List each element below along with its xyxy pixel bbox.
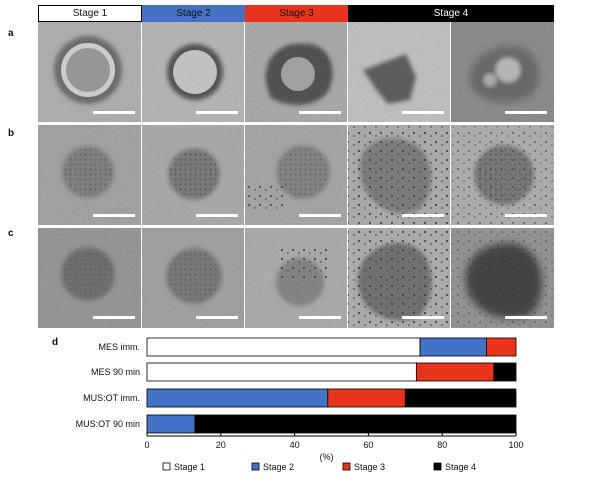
micrograph-b-stage1 [38, 125, 141, 225]
x-tick-label: 20 [216, 440, 226, 450]
scale-bar [93, 214, 135, 217]
bar-segment-stage-1 [146, 362, 417, 382]
x-tick-label: 0 [144, 440, 149, 450]
x-axis-label: (%) [320, 452, 334, 462]
category-label: MUS:OT imm. [83, 393, 140, 403]
micrograph-b-stage4-2 [451, 125, 554, 225]
bar-segment-stage-3 [415, 362, 495, 382]
scale-bar [505, 111, 547, 114]
legend-item-stage-3: Stage 3 [342, 462, 385, 472]
scale-bar [299, 214, 341, 217]
scale-bar [93, 111, 135, 114]
legend-item-stage-2: Stage 2 [251, 462, 294, 472]
micrograph-a-stage3 [245, 22, 347, 122]
x-tick-label: 80 [437, 440, 447, 450]
stage-distribution-chart: MES imm. MES 90 min MUS:OT imm. MUS:OT 90 m… [76, 337, 524, 472]
bars [146, 337, 517, 434]
micrograph-a-stage4-1 [348, 22, 450, 122]
bar-segment-stage-4 [493, 362, 517, 382]
legend-label: Stage 2 [263, 462, 294, 472]
panel-label-a: a [8, 28, 14, 39]
stage-header-3-label: Stage 3 [279, 8, 314, 19]
legend-label: Stage 4 [445, 462, 476, 472]
x-tick-label: 40 [290, 440, 300, 450]
stage-header-1-label: Stage 1 [72, 8, 108, 19]
x-tick-label: 60 [363, 440, 373, 450]
scale-bar [299, 316, 341, 319]
legend-item-stage-4: Stage 4 [433, 462, 476, 472]
micrograph-row-a [38, 22, 554, 122]
legend-swatch [433, 462, 442, 471]
bar-segment-stage-3 [327, 388, 406, 408]
legend-label: Stage 1 [174, 462, 205, 472]
micrograph-b-stage4-1 [348, 125, 450, 225]
micrograph-c-stage3 [245, 228, 347, 328]
stage-header-2: Stage 2 [142, 5, 245, 22]
bar-segment-stage-4 [194, 414, 517, 434]
micrograph-b-stage3 [245, 125, 347, 225]
stage-header-1: Stage 1 [38, 5, 142, 22]
bar-segment-stage-2 [146, 414, 196, 434]
legend-swatch [251, 462, 260, 471]
category-label: MES imm. [99, 342, 141, 352]
bar-segment-stage-2 [419, 337, 487, 357]
bar-segment-stage-2 [146, 388, 329, 408]
category-label: MES 90 min [91, 367, 140, 377]
legend-item-stage-1: Stage 1 [162, 462, 205, 472]
micrograph-c-stage2 [142, 228, 244, 328]
panel-label-d: d [52, 337, 59, 348]
bar-segment-stage-3 [486, 337, 517, 357]
x-tick-label: 100 [508, 440, 523, 450]
micrograph-c-stage1 [38, 228, 141, 328]
scale-bar [196, 111, 238, 114]
stage-header-2-label: Stage 2 [176, 8, 211, 19]
category-labels: MES imm. MES 90 min MUS:OT imm. MUS:OT 90 m… [76, 342, 140, 429]
stage-header-3: Stage 3 [245, 5, 348, 22]
panel-label-b: b [8, 128, 15, 139]
micrograph-a-stage4-2 [451, 22, 554, 122]
stage-header-4: Stage 4 [348, 5, 554, 22]
micrograph-a-stage2 [142, 22, 244, 122]
legend-swatch [162, 462, 171, 471]
micrograph-c-stage4-1 [348, 228, 450, 328]
scale-bar [299, 111, 341, 114]
stage-header-4-label: Stage 4 [433, 8, 469, 19]
scale-bar [505, 214, 547, 217]
scale-bar [93, 316, 135, 319]
micrograph-b-stage2 [142, 125, 244, 225]
scale-bar [402, 111, 444, 114]
scale-bar [196, 316, 238, 319]
scale-bar [402, 214, 444, 217]
bar-segment-stage-1 [146, 337, 421, 357]
scale-bar [196, 214, 238, 217]
x-axis: 0 20 40 60 80 100 (%) [144, 432, 524, 462]
legend: Stage 1 Stage 2 Stage 3 Stage 4 [162, 462, 476, 472]
legend-swatch [342, 462, 351, 471]
legend-label: Stage 3 [354, 462, 385, 472]
micrograph-row-c [38, 228, 554, 328]
panel-label-c: c [8, 228, 14, 239]
scale-bar [505, 316, 547, 319]
bar-segment-stage-4 [404, 388, 517, 408]
scale-bar [402, 316, 444, 319]
category-label: MUS:OT 90 min [76, 419, 140, 429]
micrograph-row-b [38, 125, 554, 225]
micrograph-grid [38, 22, 554, 328]
micrograph-c-stage4-2 [451, 228, 554, 328]
micrograph-a-stage1 [38, 22, 141, 122]
